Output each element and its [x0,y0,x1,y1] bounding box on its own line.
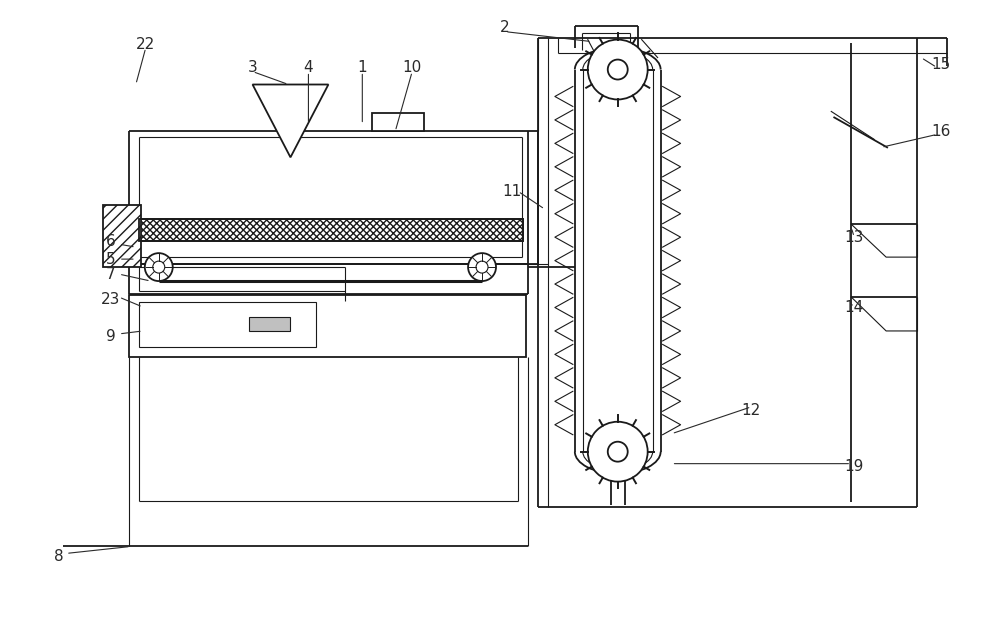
Text: 4: 4 [304,60,313,75]
Circle shape [153,261,165,273]
Circle shape [468,253,496,281]
Circle shape [476,261,488,273]
Text: 8: 8 [54,549,64,564]
Text: 14: 14 [845,300,864,314]
Text: 5: 5 [106,251,116,267]
Text: 11: 11 [502,184,522,199]
Bar [249,317,290,331]
Circle shape [588,422,648,482]
Text: 16: 16 [931,124,951,139]
Text: 23: 23 [101,292,121,306]
Bar [139,219,523,241]
Text: 2: 2 [500,20,510,35]
Text: 13: 13 [845,230,864,245]
Text: 15: 15 [931,57,951,72]
Circle shape [145,253,173,281]
Bar [139,302,316,347]
Bar [139,219,523,241]
Text: 7: 7 [106,267,116,282]
Bar [129,295,526,357]
Text: 12: 12 [742,403,761,418]
Polygon shape [253,85,328,157]
Text: 10: 10 [403,60,422,75]
Text: 6: 6 [106,233,116,249]
Text: 9: 9 [106,329,116,344]
Circle shape [588,40,648,100]
Text: 22: 22 [136,37,155,52]
Text: 3: 3 [248,60,257,75]
Circle shape [608,59,628,79]
Text: 19: 19 [845,459,864,474]
Circle shape [608,442,628,462]
Bar [103,206,141,267]
Text: 1: 1 [357,60,367,75]
Bar [372,113,424,131]
